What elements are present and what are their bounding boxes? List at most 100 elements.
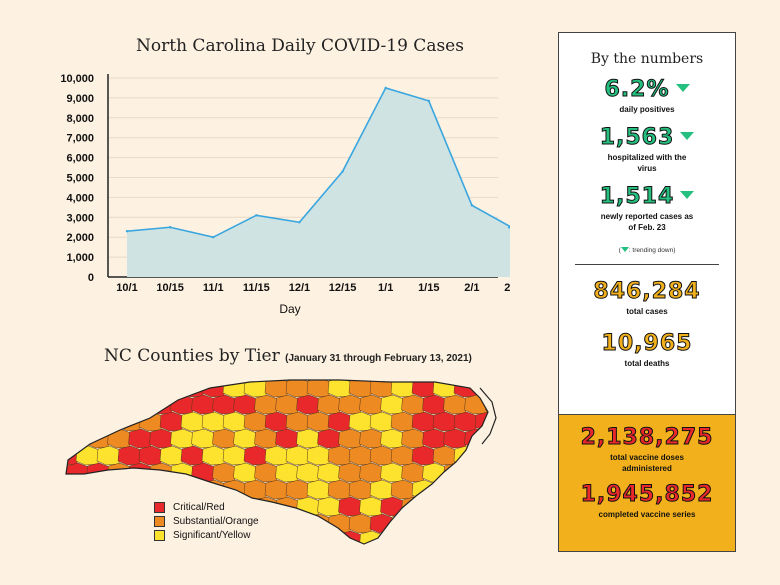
- nc-outline: [65, 379, 489, 545]
- y-tick-label: 8,000: [66, 113, 94, 125]
- x-tick-label: 10/15: [156, 282, 184, 294]
- county-cell: [66, 513, 79, 534]
- data-point: [384, 86, 387, 90]
- county-cell: [66, 445, 79, 466]
- county-cell: [212, 394, 236, 415]
- county-cell: [275, 428, 299, 449]
- legend-label: Critical/Red: [173, 501, 225, 513]
- data-point: [125, 230, 129, 233]
- county-cell: [285, 380, 310, 398]
- stat-label: hospitalized with the virus: [607, 153, 687, 173]
- outer-banks: [479, 387, 497, 445]
- nc-county-map: [65, 379, 497, 545]
- county-cell: [96, 513, 121, 534]
- x-tick-label: 1/1: [378, 282, 393, 294]
- county-cell: [369, 445, 394, 466]
- x-axis-label: Day: [279, 302, 300, 316]
- county-cell: [296, 462, 320, 483]
- county-cell: [117, 380, 142, 398]
- trend-note: (: trending down): [618, 247, 676, 254]
- county-cell: [380, 462, 404, 483]
- county-cell: [96, 380, 121, 398]
- county-cell: [432, 411, 457, 432]
- county-cell: [117, 411, 142, 432]
- stat-value: 1,514: [599, 184, 675, 210]
- county-cell: [443, 394, 467, 415]
- county-cell: [422, 496, 446, 517]
- stat-hospitalized: 1,563 hospitalized with the virus: [559, 125, 735, 174]
- county-cell: [75, 380, 100, 398]
- series-line: [126, 86, 510, 239]
- map-title: NC Counties by Tier (January 31 through …: [104, 346, 472, 366]
- county-cell: [474, 445, 488, 466]
- county-cell: [401, 428, 425, 449]
- county-cell: [411, 445, 436, 466]
- county-cell: [86, 530, 110, 544]
- county-cell: [233, 462, 257, 483]
- trend-down-icon: [620, 247, 629, 252]
- county-cell: [180, 479, 205, 500]
- county-cell: [464, 496, 488, 517]
- county-cell: [432, 445, 457, 466]
- county-cell: [170, 428, 194, 449]
- map-subtitle: (January 31 through February 13, 2021): [285, 353, 472, 364]
- county-cell: [170, 394, 194, 415]
- county-cell: [453, 411, 478, 432]
- county-cell: [117, 479, 142, 500]
- county-cell: [369, 479, 394, 500]
- trend-down-icon: [680, 191, 695, 199]
- county-cell: [107, 462, 131, 483]
- panel-divider: [575, 264, 719, 265]
- y-tick-label: 6,000: [66, 153, 94, 165]
- county-cell: [201, 445, 226, 466]
- county-cell: [401, 496, 425, 517]
- county-cell: [254, 428, 278, 449]
- county-cell: [306, 479, 331, 500]
- county-cell: [107, 530, 131, 544]
- x-tick-label: 12/1: [289, 282, 310, 294]
- stat-value: 6.2%: [604, 77, 670, 103]
- county-cell: [485, 496, 488, 517]
- county-cell: [128, 428, 152, 449]
- county-cell: [317, 496, 341, 517]
- county-cell: [432, 513, 457, 534]
- stat-label: total vaccine doses administered: [610, 453, 684, 473]
- county-cell: [264, 513, 289, 534]
- county-cell: [296, 496, 320, 517]
- y-tick-label: 4,000: [66, 192, 94, 204]
- county-cell: [107, 496, 131, 517]
- vaccine-section: 2,138,275 total vaccine doses administer…: [559, 414, 735, 551]
- county-cell: [422, 462, 446, 483]
- county-cell: [86, 394, 110, 415]
- county-cell: [359, 462, 383, 483]
- county-cell: [159, 380, 184, 398]
- county-cell: [380, 496, 404, 517]
- county-cell: [453, 513, 478, 534]
- county-cell: [96, 479, 121, 500]
- county-cell: [222, 411, 247, 432]
- data-point: [470, 204, 474, 207]
- county-cell: [359, 530, 383, 544]
- county-cell: [443, 428, 467, 449]
- county-cell: [411, 380, 436, 398]
- county-cell: [180, 411, 205, 432]
- county-cell: [327, 479, 352, 500]
- county-cell: [285, 411, 310, 432]
- y-tick-label: 5,000: [66, 173, 94, 185]
- county-cell: [159, 445, 184, 466]
- county-cell: [296, 428, 320, 449]
- county-cell: [285, 513, 310, 534]
- county-cell: [359, 428, 383, 449]
- county-cell: [149, 462, 173, 483]
- county-cell: [201, 411, 226, 432]
- county-cell: [264, 479, 289, 500]
- county-cell: [275, 530, 299, 544]
- county-cell: [422, 428, 446, 449]
- data-point: [427, 99, 430, 103]
- county-cell: [338, 462, 362, 483]
- county-cell: [390, 411, 415, 432]
- county-cell: [306, 411, 331, 432]
- county-cell: [338, 530, 362, 544]
- county-cell: [75, 513, 100, 534]
- trend-down-icon: [675, 84, 690, 92]
